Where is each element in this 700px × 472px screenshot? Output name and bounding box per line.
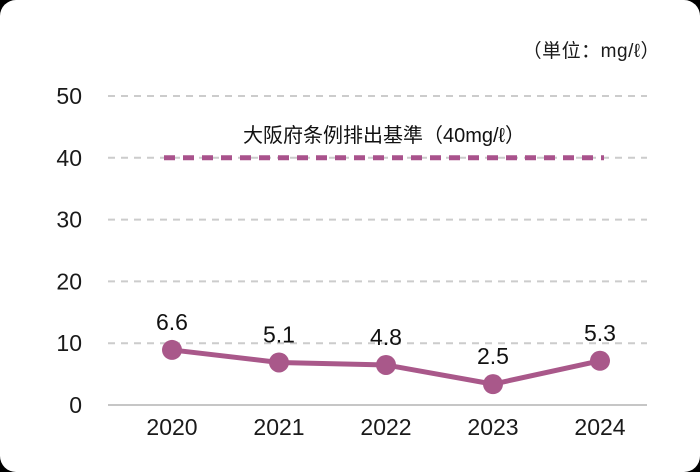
x-tick-label: 2020 xyxy=(146,414,197,440)
data-point-marker xyxy=(483,374,503,395)
data-point-marker xyxy=(376,354,396,375)
y-tick-label: 10 xyxy=(56,330,82,356)
data-point-label: 5.1 xyxy=(263,321,295,347)
data-point-label: 2.5 xyxy=(477,343,509,369)
reference-line-label: 大阪府条例排出基準（40mg/ℓ） xyxy=(243,124,525,147)
x-tick-label: 2024 xyxy=(574,414,625,440)
data-point-marker xyxy=(162,339,182,360)
y-tick-label: 0 xyxy=(69,392,82,418)
y-tick-label: 40 xyxy=(56,145,82,171)
y-tick-label: 50 xyxy=(56,83,82,109)
y-tick-label: 20 xyxy=(56,268,82,294)
data-point-label: 5.3 xyxy=(584,320,616,346)
x-tick-label: 2023 xyxy=(467,414,518,440)
x-tick-label: 2021 xyxy=(253,414,304,440)
data-point-label: 6.6 xyxy=(156,309,188,335)
data-point-marker xyxy=(590,350,610,371)
unit-label: （単位：mg/ℓ） xyxy=(522,41,660,62)
x-tick-label: 2022 xyxy=(360,414,411,440)
data-point-marker xyxy=(269,352,289,373)
data-point-label: 4.8 xyxy=(370,324,402,350)
y-tick-label: 30 xyxy=(56,207,82,233)
